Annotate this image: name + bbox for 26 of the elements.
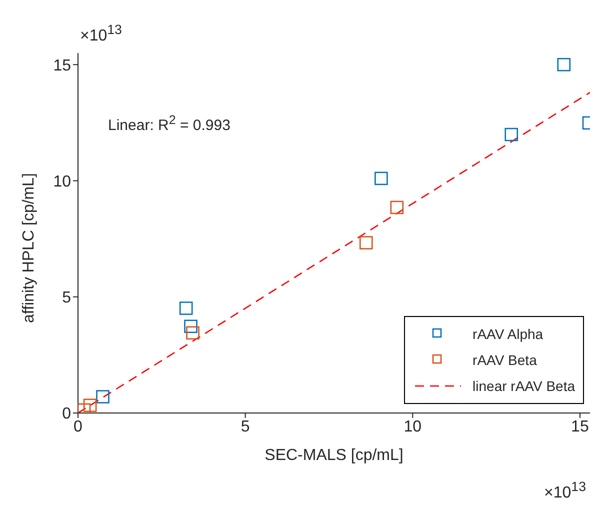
point <box>83 398 97 412</box>
point <box>184 320 198 334</box>
point <box>504 128 518 142</box>
point <box>186 326 200 340</box>
y-tick-label: 10 <box>53 173 72 190</box>
legend-label: rAAV Beta <box>472 352 537 368</box>
point <box>179 302 193 315</box>
annotation: Linear: R$^{2}$ = 0.993 <box>108 113 230 134</box>
legend-label: rAAV Alpha <box>472 326 544 342</box>
text: ×10$^{13}$ <box>544 478 586 502</box>
text: ×10$^{13}$ <box>80 22 122 46</box>
point <box>374 172 388 186</box>
point <box>359 236 373 250</box>
y-axis-title: affinity HPLC [cp/mL] <box>20 173 38 323</box>
point <box>390 200 404 214</box>
point <box>96 390 110 404</box>
x-axis-title: SEC-MALS [cp/mL] <box>264 447 404 464</box>
y-tick-label: 15 <box>53 57 72 74</box>
x-tick-label: 5 <box>240 418 250 436</box>
x-tick-label: 0 <box>74 418 83 436</box>
y-tick-label: 0 <box>62 406 72 423</box>
y-tick-label: 5 <box>62 290 72 307</box>
legend-label: linear rAAV Beta <box>472 378 575 394</box>
x-tick-label: 10 <box>404 418 422 436</box>
x-tick-label: 15 <box>571 418 589 436</box>
point <box>557 58 571 72</box>
